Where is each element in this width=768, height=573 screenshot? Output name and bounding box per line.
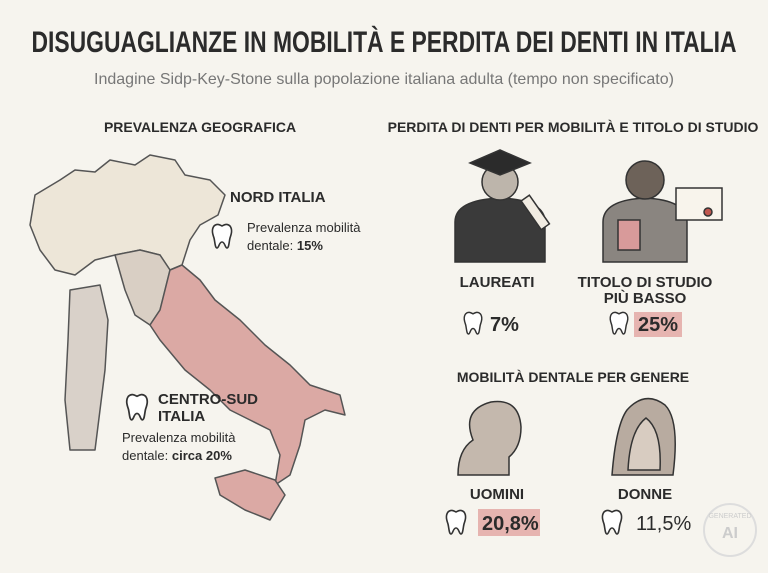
man-head xyxy=(457,400,522,476)
region-label: ITALIA xyxy=(158,408,205,425)
region-desc: Prevalenza mobilità xyxy=(122,430,236,445)
subtitle: Indagine Sidp-Key-Stone sulla popolazion… xyxy=(94,71,674,88)
region-desc: dentale: 15% xyxy=(247,238,323,253)
worker-figure xyxy=(602,160,723,263)
region-label: NORD ITALIA xyxy=(230,189,326,206)
title: DISUGUAGLIANZE IN MOBILITÀ E PERDITA DEI… xyxy=(32,25,737,59)
group-label: LAUREATI xyxy=(460,274,535,291)
section-heading: PREVALENZA GEOGRAFICA xyxy=(104,119,296,135)
north-region xyxy=(29,154,226,276)
group-value: 20,8% xyxy=(482,513,539,535)
group-value: 11,5% xyxy=(636,513,691,535)
group-value: 25% xyxy=(638,314,678,336)
group-value: 7% xyxy=(490,314,519,336)
sardinia xyxy=(64,284,109,451)
desc-value: 15% xyxy=(297,238,323,253)
graduate-figure xyxy=(454,149,551,263)
desc-text: dentale: xyxy=(247,238,293,253)
south-region xyxy=(149,264,346,486)
group-label: DONNE xyxy=(618,486,672,503)
desc-text: dentale: xyxy=(122,448,168,463)
section-heading: PERDITA DI DENTI PER MOBILITÀ E TITOLO D… xyxy=(388,119,759,135)
group-label: PIÙ BASSO xyxy=(604,289,687,307)
region-label: CENTRO-SUD xyxy=(158,391,258,408)
group-label: TITOLO DI STUDIO xyxy=(578,274,713,291)
region-desc: dentale: circa 20% xyxy=(122,448,232,463)
highlight xyxy=(634,312,682,337)
woman-head xyxy=(611,397,676,476)
watermark-badge xyxy=(703,503,757,557)
watermark: GENERATED xyxy=(708,513,751,520)
sicily xyxy=(214,469,286,521)
watermark: AI xyxy=(722,525,738,542)
desc-value: circa 20% xyxy=(172,448,232,463)
section-heading: MOBILITÀ DENTALE PER GENERE xyxy=(457,369,689,385)
italy-map xyxy=(29,154,346,521)
highlight xyxy=(478,509,540,536)
region-desc: Prevalenza mobilità xyxy=(247,220,361,235)
group-label: UOMINI xyxy=(470,486,524,503)
